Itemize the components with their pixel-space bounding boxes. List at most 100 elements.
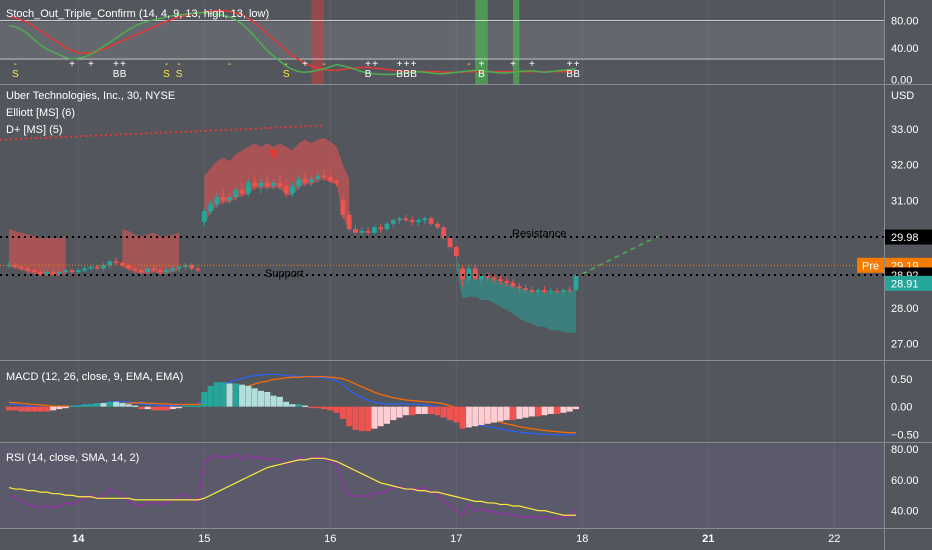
pre-market-label: Pre (862, 260, 879, 272)
signal-mark-top: - (177, 59, 180, 70)
bull-cloud (456, 256, 576, 334)
candle-body (397, 218, 402, 221)
signal-mark-top: - (467, 59, 470, 70)
candle-body (353, 229, 358, 233)
macd-histogram-bar (264, 392, 271, 407)
candle-body (365, 230, 371, 233)
candle-body (69, 270, 75, 273)
candle-body (416, 220, 421, 222)
candle-body (157, 270, 163, 273)
macd-histogram-bar (100, 403, 107, 407)
candle-body (573, 275, 579, 290)
bear-cloud-3 (204, 137, 350, 231)
candle-body (504, 281, 510, 283)
rsi-title: RSI (14, close, SMA, 14, 2) (6, 452, 139, 464)
candle-body (321, 175, 327, 178)
candle-body (151, 268, 157, 271)
signal-mark-bottom: B (396, 69, 403, 80)
macd-histogram-bar (295, 404, 302, 407)
candle-body (176, 266, 182, 269)
macd-histogram-bar (56, 406, 63, 410)
candle-body (315, 175, 321, 180)
candle-body (472, 268, 478, 280)
macd-histogram-bar (157, 406, 164, 411)
macd-histogram-bar (251, 388, 258, 407)
rsi-ma-line (8, 457, 576, 516)
candle-body (94, 266, 100, 269)
signal-mark-top: + (120, 59, 126, 70)
price-symbol-title: Uber Technologies, Inc., 30, NYSE (6, 90, 175, 102)
macd-histogram-bar (207, 385, 214, 407)
macd-histogram-bar (239, 384, 246, 407)
macd-histogram-bar (62, 406, 69, 409)
macd-tick-label: −0.50 (891, 429, 919, 441)
candle-body (88, 266, 94, 269)
macd-histogram-bar (503, 406, 510, 421)
macd-histogram-bar (94, 403, 101, 407)
signal-mark-top: + (567, 59, 573, 70)
macd-histogram-bar (566, 406, 573, 412)
macd-histogram-bar (560, 406, 567, 413)
macd-histogram-bar (50, 406, 57, 411)
candle-body (164, 270, 169, 273)
macd-histogram-bar (434, 406, 441, 416)
candle-body (189, 264, 195, 269)
candle-body (447, 238, 453, 248)
macd-histogram-bar (352, 406, 359, 430)
stoch-highlight-zone (513, 0, 520, 84)
candle-body (460, 268, 465, 280)
macd-histogram-bar (541, 406, 548, 416)
bear-cloud-1 (9, 229, 66, 276)
candle-body (372, 227, 377, 233)
indicator-fills (9, 137, 576, 334)
macd-histogram-bar (302, 405, 309, 408)
signal-mark-top: + (88, 59, 94, 70)
macd-histogram-bar (339, 406, 346, 419)
macd-histogram-bar (188, 405, 195, 408)
macd-histogram-bar (459, 406, 466, 429)
macd-histogram-bar (232, 383, 239, 407)
price-tick-label: 28.00 (891, 303, 919, 315)
candle-body (252, 182, 258, 187)
x-tick-label: 16 (324, 533, 336, 545)
signal-mark-bottom: S (283, 69, 290, 80)
candle-body (334, 180, 339, 183)
macd-title: MACD (12, 26, close, 9, EMA, EMA) (6, 371, 183, 383)
signal-mark-top: + (479, 59, 485, 70)
signal-mark-top: - (322, 59, 325, 70)
macd-histogram-bar (125, 404, 132, 407)
price-tick-label: 31.00 (891, 196, 919, 208)
candle-body (227, 196, 232, 201)
candle-body (529, 290, 535, 292)
macd-histogram-bar (396, 406, 403, 418)
candle-body (466, 268, 472, 280)
candle-body (428, 218, 434, 224)
signal-mark-bottom: B (120, 69, 127, 80)
candle-body (170, 268, 176, 271)
candle-body (145, 268, 150, 273)
signal-mark-bottom: B (410, 69, 417, 80)
macd-histogram-bar (453, 406, 460, 423)
candle-body (302, 179, 308, 183)
price-tick-label: 33.00 (891, 124, 919, 136)
macd-histogram-bar (390, 406, 397, 421)
signal-mark-bottom: S (12, 69, 19, 80)
candle-body (233, 189, 239, 197)
macd-histogram-bar (18, 406, 25, 412)
stoch-k-line (8, 12, 577, 76)
macd-histogram (6, 382, 579, 432)
stoch-tick-label: 40.00 (891, 43, 919, 55)
macd-histogram-bar (182, 405, 189, 408)
candle-body (38, 272, 43, 274)
macd-histogram-bar (321, 406, 327, 410)
macd-histogram-bar (69, 405, 75, 408)
candle-body (138, 270, 144, 273)
macd-histogram-bar (113, 401, 120, 407)
candle-body (498, 279, 503, 282)
macd-histogram-bar (402, 406, 409, 416)
signal-mark-top: + (372, 59, 378, 70)
candle-body (63, 270, 69, 273)
last-price-tag-text: 28.91 (891, 278, 919, 290)
candle-body (31, 270, 37, 273)
